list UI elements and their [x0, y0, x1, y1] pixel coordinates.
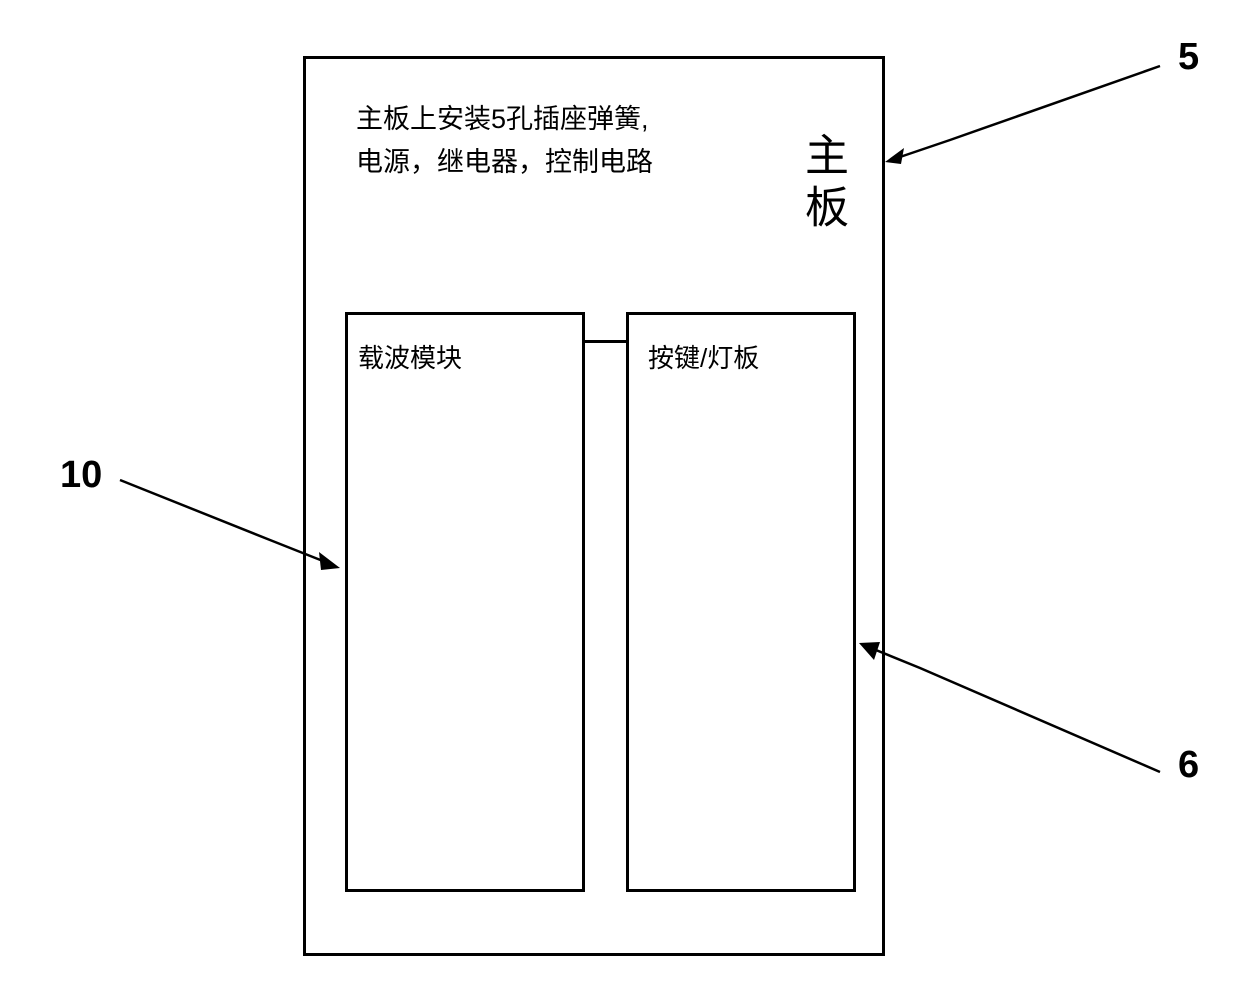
- keypad-module-label: 按键/灯板: [648, 338, 759, 375]
- callout-label-10: 10: [60, 454, 102, 497]
- carrier-module-label: 载波模块: [358, 338, 462, 375]
- callout-label-6: 6: [1178, 744, 1199, 787]
- carrier-module-box: [345, 312, 585, 892]
- desc-line-1: 主板上安装5孔插座弹簧,: [356, 98, 653, 141]
- module-connector: [585, 340, 626, 343]
- main-board-description: 主板上安装5孔插座弹簧, 电源，继电器，控制电路: [356, 98, 653, 184]
- desc-line-2: 电源，继电器，控制电路: [356, 141, 653, 184]
- keypad-module-box: [626, 312, 856, 892]
- callout-label-5: 5: [1178, 36, 1199, 79]
- main-board-vertical-label: 主板: [790, 132, 854, 236]
